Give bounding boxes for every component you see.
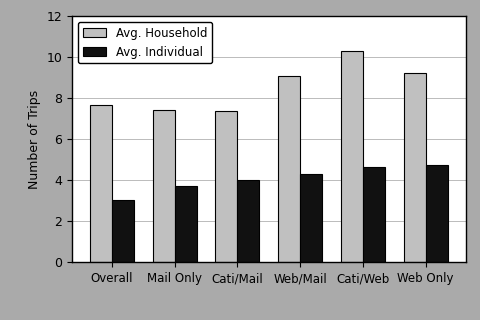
Bar	[238, 180, 259, 262]
Bar	[278, 76, 300, 262]
Y-axis label: Number of Trips: Number of Trips	[28, 90, 41, 189]
Bar	[153, 110, 175, 262]
Bar	[426, 165, 448, 262]
Bar	[300, 174, 322, 262]
Bar	[90, 105, 112, 262]
Bar	[216, 111, 238, 262]
Bar	[404, 74, 426, 262]
Legend: Avg. Household, Avg. Individual: Avg. Household, Avg. Individual	[78, 22, 212, 63]
Bar	[175, 187, 197, 262]
Bar	[341, 51, 363, 262]
Bar	[112, 200, 134, 262]
Bar	[363, 167, 385, 262]
